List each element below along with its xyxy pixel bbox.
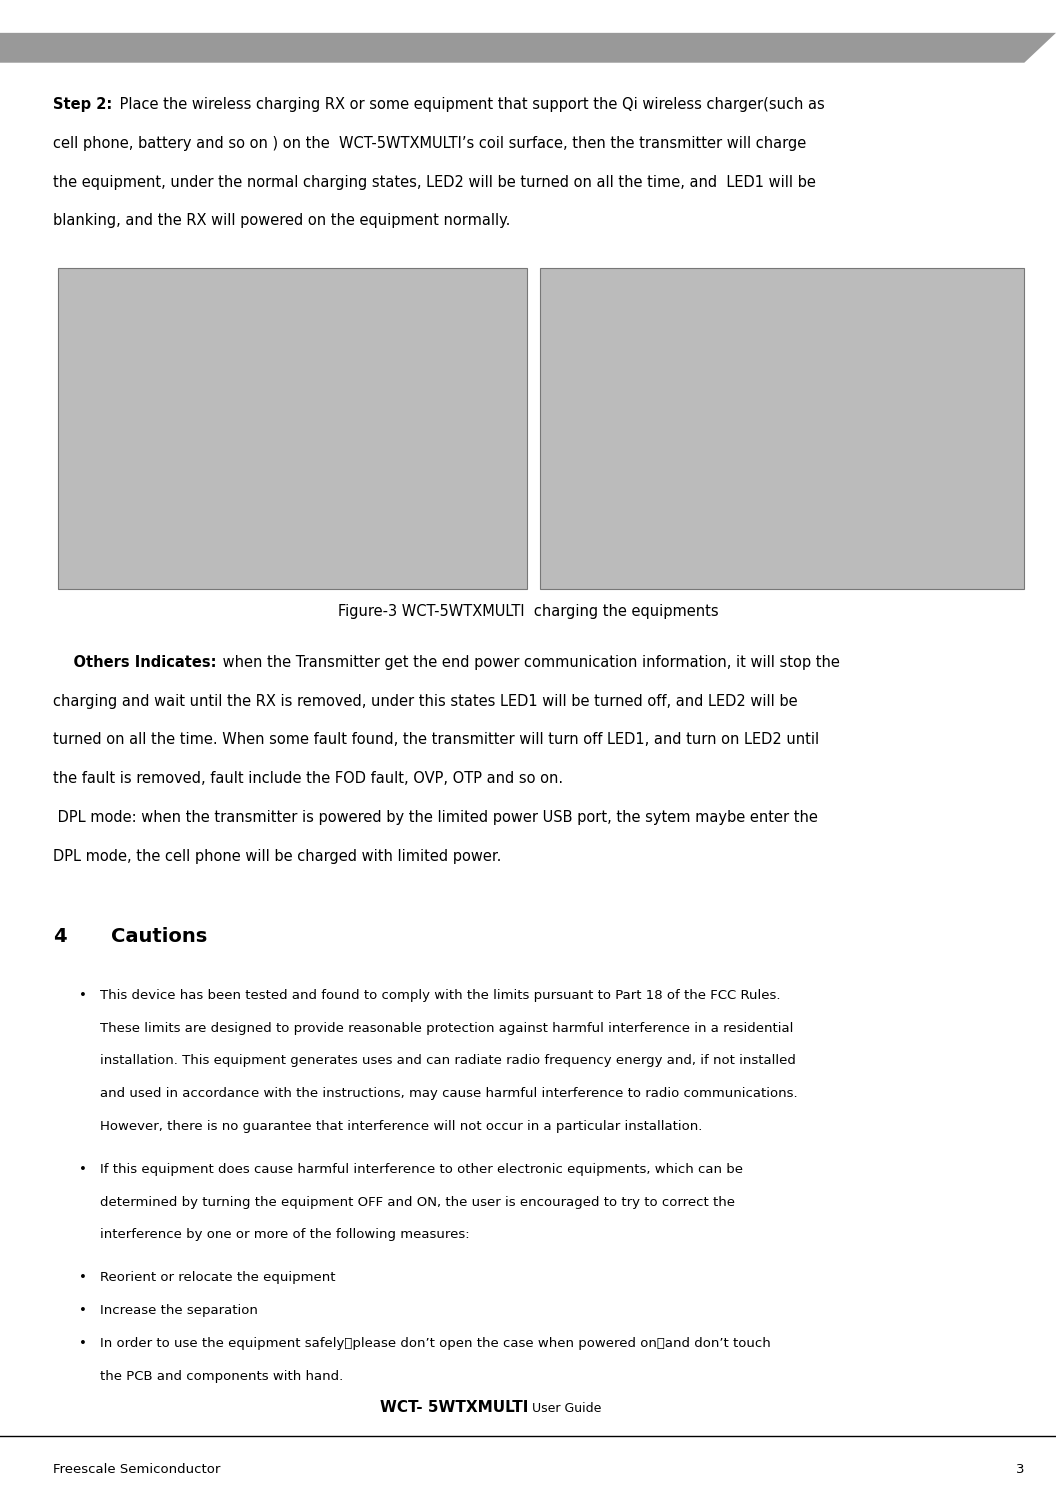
Text: Cautions: Cautions [111, 927, 207, 945]
Text: •: • [79, 1303, 87, 1317]
Text: This device has been tested and found to comply with the limits pursuant to Part: This device has been tested and found to… [100, 988, 780, 1002]
Text: determined by turning the equipment OFF and ON, the user is encouraged to try to: determined by turning the equipment OFF … [100, 1196, 735, 1209]
Text: installation. This equipment generates uses and can radiate radio frequency ener: installation. This equipment generates u… [100, 1054, 796, 1067]
Text: the fault is removed, fault include the FOD fault, OVP, OTP and so on.: the fault is removed, fault include the … [53, 772, 563, 787]
FancyBboxPatch shape [540, 267, 1024, 588]
Text: cell phone, battery and so on ) on the  WCT-5WTXMULTI’s coil surface, then the t: cell phone, battery and so on ) on the W… [53, 136, 806, 151]
Text: Reorient or relocate the equipment: Reorient or relocate the equipment [100, 1271, 336, 1284]
Text: User Guide: User Guide [528, 1402, 601, 1415]
Text: Figure-3 WCT-5WTXMULTI  charging the equipments: Figure-3 WCT-5WTXMULTI charging the equi… [338, 605, 718, 620]
Text: •: • [79, 988, 87, 1002]
Text: blanking, and the RX will powered on the equipment normally.: blanking, and the RX will powered on the… [53, 213, 510, 228]
Text: Place the wireless charging RX or some equipment that support the Qi wireless ch: Place the wireless charging RX or some e… [115, 97, 825, 112]
Text: DPL mode: when the transmitter is powered by the limited power USB port, the syt: DPL mode: when the transmitter is powere… [53, 811, 817, 826]
Text: 3: 3 [1016, 1463, 1024, 1477]
Text: and used in accordance with the instructions, may cause harmful interference to : and used in accordance with the instruct… [100, 1087, 798, 1100]
Text: However, there is no guarantee that interference will not occur in a particular : However, there is no guarantee that inte… [100, 1120, 702, 1133]
Text: turned on all the time. When some fault found, the transmitter will turn off LED: turned on all the time. When some fault … [53, 733, 818, 748]
Text: DPL mode, the cell phone will be charged with limited power.: DPL mode, the cell phone will be charged… [53, 850, 502, 864]
Text: Freescale Semiconductor: Freescale Semiconductor [53, 1463, 220, 1477]
Text: •: • [79, 1271, 87, 1284]
Text: Increase the separation: Increase the separation [100, 1303, 259, 1317]
Text: WCT- 5WTXMULTI: WCT- 5WTXMULTI [379, 1400, 528, 1415]
Text: If this equipment does cause harmful interference to other electronic equipments: If this equipment does cause harmful int… [100, 1163, 743, 1176]
Text: Step 2:: Step 2: [53, 97, 112, 112]
Text: the equipment, under the normal charging states, LED2 will be turned on all the : the equipment, under the normal charging… [53, 175, 815, 190]
Text: •: • [79, 1163, 87, 1176]
Text: These limits are designed to provide reasonable protection against harmful inter: These limits are designed to provide rea… [100, 1021, 794, 1035]
Text: interference by one or more of the following measures:: interference by one or more of the follo… [100, 1229, 470, 1242]
Text: when the Transmitter get the end power communication information, it will stop t: when the Transmitter get the end power c… [219, 655, 841, 670]
Text: •: • [79, 1336, 87, 1350]
Text: 4: 4 [53, 927, 67, 945]
Text: Others Indicates:: Others Indicates: [53, 655, 216, 670]
Text: In order to use the equipment safely，please don’t open the case when powered on，: In order to use the equipment safely，ple… [100, 1336, 771, 1350]
FancyBboxPatch shape [58, 267, 527, 588]
Polygon shape [0, 33, 1056, 63]
Text: charging and wait until the RX is removed, under this states LED1 will be turned: charging and wait until the RX is remove… [53, 694, 797, 709]
Text: the PCB and components with hand.: the PCB and components with hand. [100, 1369, 343, 1383]
